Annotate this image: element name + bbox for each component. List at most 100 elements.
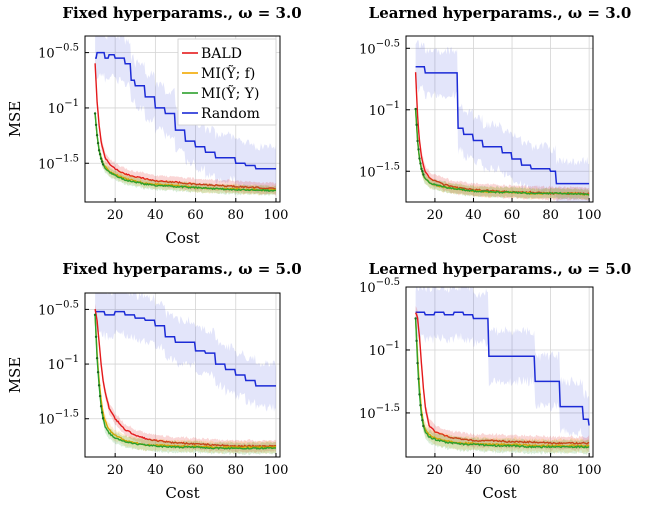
legend-label: BALD — [201, 46, 242, 62]
data-point — [417, 377, 420, 381]
legend: BALD MI(Ỹ; f) MI(Ỹ; Y) Random — [177, 38, 277, 126]
data-point — [422, 173, 425, 176]
data-point — [98, 153, 102, 156]
chart-panel: Fixed hyperparams., ω = 3.0 20 40 60 80 100 10… — [6, 4, 302, 247]
series-line — [94, 314, 277, 450]
x-tick-label: 100 — [577, 208, 602, 223]
y-tick-label: 10−1.5 — [359, 161, 400, 180]
axes-frame — [84, 292, 281, 458]
y-tick-label: 10−1.5 — [38, 153, 79, 172]
axes-frame — [405, 35, 594, 203]
y-tick-label: 10−1 — [48, 98, 79, 117]
data-point — [94, 335, 98, 339]
series-band — [415, 40, 590, 202]
series-band — [415, 311, 590, 455]
series-band — [415, 66, 590, 202]
y-tick-label: 10−1 — [369, 100, 400, 119]
x-tick-label: 40 — [465, 463, 482, 478]
x-tick-label: 40 — [147, 463, 164, 478]
y-axis-label: MSE — [6, 101, 24, 138]
y-tick-label: 10−0.5 — [38, 43, 79, 62]
data-point — [422, 424, 425, 428]
series-band — [95, 108, 276, 196]
data-point — [415, 123, 418, 127]
y-tick-label: 10−1.5 — [38, 409, 79, 428]
legend-label: Random — [201, 106, 260, 122]
x-tick-label: 20 — [107, 208, 124, 223]
data-point — [418, 393, 421, 396]
series-band — [415, 104, 590, 201]
x-axis-label: Cost — [165, 229, 199, 247]
x-tick-label: 20 — [107, 463, 124, 478]
data-point — [100, 160, 104, 163]
series-band — [95, 108, 276, 196]
data-point — [421, 418, 424, 422]
x-tick-label: 60 — [187, 463, 204, 478]
data-point — [417, 148, 420, 151]
data-point — [101, 163, 105, 166]
x-tick-label: 80 — [227, 208, 244, 223]
data-point — [421, 170, 424, 173]
axes-frame — [84, 35, 281, 203]
series-line — [95, 51, 276, 170]
x-tick-label: 100 — [577, 463, 602, 478]
series-band — [95, 36, 276, 196]
x-tick-label: 20 — [427, 208, 444, 223]
series-band — [415, 306, 590, 452]
chart-title: Learned hyperparams., ω = 5.0 — [369, 260, 632, 278]
series-line — [94, 63, 277, 190]
data-point — [93, 112, 97, 115]
chart-panel: Learned hyperparams., ω = 3.0 20 40 60 80 100… — [359, 4, 631, 247]
data-point — [96, 141, 100, 145]
series-line — [414, 318, 590, 448]
x-tick-label: 100 — [264, 463, 289, 478]
y-tick-label: 10−1 — [369, 340, 400, 359]
data-point — [97, 149, 101, 152]
series-band — [415, 311, 590, 454]
x-tick-label: 60 — [504, 208, 521, 223]
legend-label: MI(Ỹ; Y) — [201, 84, 259, 102]
x-axis-label: Cost — [482, 229, 516, 247]
data-point — [93, 313, 97, 317]
data-point — [419, 404, 422, 407]
data-point — [98, 394, 102, 398]
x-tick-label: 80 — [227, 463, 244, 478]
series-band — [95, 309, 276, 455]
data-point — [419, 162, 422, 165]
data-point — [416, 139, 419, 143]
y-tick-label: 10−0.5 — [359, 277, 400, 296]
y-axis-label: MSE — [6, 357, 24, 394]
x-tick-label: 60 — [504, 463, 521, 478]
data-point — [420, 167, 423, 171]
series-line — [95, 310, 276, 387]
data-point — [414, 107, 417, 111]
y-tick-label: 10−0.5 — [38, 299, 79, 318]
x-tick-label: 40 — [465, 208, 482, 223]
series-line — [414, 318, 590, 449]
series-band — [415, 287, 590, 454]
y-tick-label: 10−1 — [48, 354, 79, 373]
data-point — [99, 157, 103, 160]
y-tick-label: 10−0.5 — [359, 38, 400, 57]
data-point — [95, 357, 99, 360]
series-line — [414, 109, 590, 196]
data-point — [97, 384, 101, 387]
chart-title: Learned hyperparams., ω = 3.0 — [369, 4, 632, 22]
plot-area — [414, 40, 590, 202]
x-axis-label: Cost — [165, 484, 199, 502]
plot-area — [414, 287, 590, 455]
plot-area — [93, 36, 277, 196]
x-tick-label: 100 — [264, 208, 289, 223]
series-band — [95, 309, 276, 456]
data-point — [94, 123, 98, 127]
data-point — [101, 417, 105, 420]
data-point — [420, 413, 423, 417]
y-tick-label: 10−1.5 — [359, 403, 400, 422]
chart-panel: Fixed hyperparams., ω = 5.0 20 40 60 80 100 10… — [6, 260, 302, 502]
plot-area — [93, 293, 277, 456]
chart-title: Fixed hyperparams., ω = 3.0 — [62, 4, 301, 22]
chart-panel: Learned hyperparams., ω = 5.0 20 40 60 80 100… — [359, 260, 631, 502]
x-tick-label: 80 — [542, 463, 559, 478]
data-point — [96, 370, 100, 374]
